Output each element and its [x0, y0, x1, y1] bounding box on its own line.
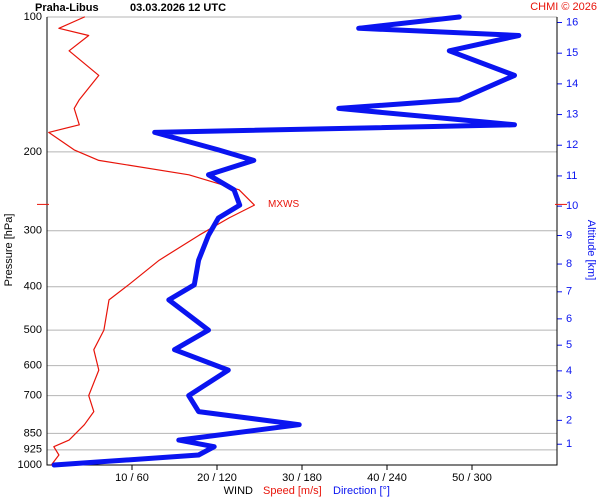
y2-tick-label: 10	[566, 200, 578, 212]
y2-tick-label: 14	[566, 78, 578, 90]
y-tick-label: 200	[24, 146, 42, 158]
y-tick-label: 600	[24, 360, 42, 372]
y-tick-label: 300	[24, 225, 42, 237]
y2-tick-label: 15	[566, 47, 578, 59]
axis-frame	[46, 17, 558, 466]
y-tick-label: 925	[24, 444, 42, 456]
legend-entry: Speed [m/s]	[263, 485, 322, 497]
x-tick-label: 20 / 120	[197, 472, 237, 484]
y2-tick-label: 1	[566, 438, 572, 450]
y-tick-label: 1000	[18, 459, 42, 471]
x-tick-label: 40 / 240	[367, 472, 407, 484]
y-tick-label: 700	[24, 390, 42, 402]
direction-line	[51, 14, 522, 468]
y2-tick-label: 8	[566, 258, 572, 270]
y-tick-label: 400	[24, 281, 42, 293]
y2-tick-label: 9	[566, 229, 572, 241]
x-tick-label: 10 / 60	[115, 472, 149, 484]
chart-subtitle: 03.03.2026 12 UTC	[130, 2, 226, 14]
y2-tick-label: 4	[566, 365, 572, 377]
x-axis-label: WIND	[224, 485, 253, 497]
x-tick-label: 50 / 300	[452, 472, 492, 484]
y-tick-label: 850	[24, 427, 42, 439]
y2-tick-label: 11	[566, 170, 577, 182]
y-axis-label: Pressure [hPa]	[3, 214, 15, 287]
speed-line	[48, 16, 255, 466]
y2-tick-label: 6	[566, 313, 572, 325]
y2-tick-label: 2	[566, 414, 572, 426]
y-tick-label: 100	[24, 11, 42, 23]
y2-tick-label: 16	[566, 16, 578, 28]
credit: CHMI © 2026	[530, 1, 597, 13]
y2-tick-label: 7	[566, 286, 572, 298]
chart-title: Praha-Libus	[35, 2, 99, 14]
y2-tick-label: 5	[566, 339, 572, 351]
y2-axis-label: Altitude [km]	[585, 220, 597, 281]
y-tick-label: 500	[24, 324, 42, 336]
y2-tick-label: 3	[566, 390, 572, 402]
legend-entry: Direction [°]	[333, 485, 390, 497]
y2-tick-label: 12	[566, 139, 578, 151]
x-tick-label: 30 / 180	[282, 472, 322, 484]
annotation: MXWS	[268, 199, 299, 210]
y2-tick-label: 13	[566, 108, 578, 120]
